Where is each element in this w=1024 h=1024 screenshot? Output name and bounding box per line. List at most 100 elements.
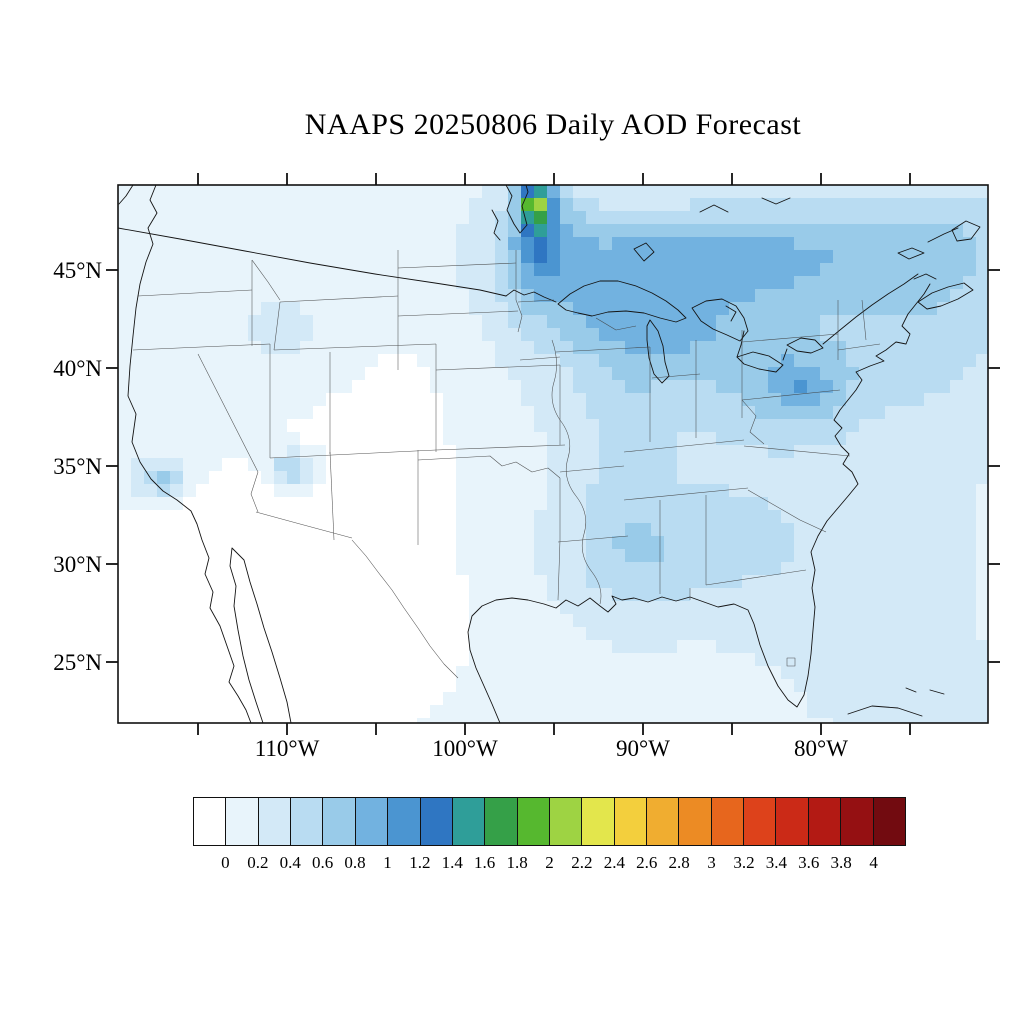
aod-cell bbox=[222, 224, 236, 238]
aod-cell bbox=[898, 549, 912, 563]
aod-cell bbox=[872, 289, 886, 303]
aod-cell bbox=[456, 653, 470, 667]
aod-cell bbox=[144, 341, 158, 355]
aod-cell bbox=[703, 367, 717, 381]
aod-cell bbox=[547, 432, 561, 446]
aod-cell bbox=[326, 393, 340, 407]
aod-cell bbox=[339, 614, 353, 628]
aod-cell bbox=[807, 263, 821, 277]
aod-cell bbox=[313, 666, 327, 680]
aod-cell bbox=[729, 666, 743, 680]
lake-michigan bbox=[646, 319, 670, 384]
aod-cell bbox=[313, 627, 327, 641]
aod-cell bbox=[209, 692, 223, 706]
aod-cell bbox=[638, 640, 652, 654]
aod-cell bbox=[742, 315, 756, 329]
aod-cell bbox=[118, 601, 132, 615]
aod-cell bbox=[235, 445, 249, 459]
aod-cell bbox=[170, 614, 184, 628]
aod-cell bbox=[898, 497, 912, 511]
aod-cell bbox=[248, 718, 262, 723]
aod-cell bbox=[508, 198, 522, 212]
aod-cell bbox=[222, 523, 236, 537]
aod-cell bbox=[859, 276, 873, 290]
aod-cell bbox=[872, 185, 886, 199]
aod-cell bbox=[144, 653, 158, 667]
aod-cell bbox=[456, 354, 470, 368]
aod-cell bbox=[547, 289, 561, 303]
aod-cell bbox=[339, 562, 353, 576]
aod-cell bbox=[274, 367, 288, 381]
aod-cell bbox=[300, 185, 314, 199]
aod-cell bbox=[729, 575, 743, 589]
aod-cell bbox=[469, 510, 483, 524]
aod-cell bbox=[560, 718, 574, 723]
aod-cell bbox=[716, 289, 730, 303]
aod-cell bbox=[170, 705, 184, 719]
aod-cell bbox=[131, 198, 145, 212]
aod-cell bbox=[469, 432, 483, 446]
aod-cell bbox=[118, 198, 132, 212]
colorbar bbox=[193, 797, 906, 846]
aod-cell bbox=[703, 198, 717, 212]
aod-cell bbox=[404, 419, 418, 433]
aod-cell bbox=[118, 354, 132, 368]
aod-cell bbox=[417, 198, 431, 212]
aod-cell bbox=[196, 549, 210, 563]
aod-cell bbox=[521, 380, 535, 394]
aod-cell bbox=[339, 510, 353, 524]
colorbar-cell bbox=[744, 798, 777, 845]
aod-cell bbox=[274, 250, 288, 264]
aod-cell bbox=[482, 640, 496, 654]
aod-cell bbox=[859, 718, 873, 723]
aod-cell bbox=[339, 289, 353, 303]
aod-cell bbox=[313, 276, 327, 290]
aod-cell bbox=[534, 705, 548, 719]
aod-cell bbox=[430, 289, 444, 303]
aod-cell bbox=[118, 406, 132, 420]
aod-cell bbox=[495, 289, 509, 303]
aod-cell bbox=[755, 575, 769, 589]
aod-cell bbox=[274, 497, 288, 511]
aod-cell bbox=[170, 601, 184, 615]
aod-cell bbox=[131, 250, 145, 264]
aod-cell bbox=[820, 406, 834, 420]
aod-cell bbox=[937, 510, 951, 524]
aod-cell bbox=[911, 575, 925, 589]
aod-cell bbox=[625, 640, 639, 654]
aod-cell bbox=[235, 679, 249, 693]
aod-cell bbox=[391, 224, 405, 238]
aod-cell bbox=[417, 484, 431, 498]
aod-cell bbox=[625, 523, 639, 537]
aod-cell bbox=[729, 601, 743, 615]
aod-cell bbox=[118, 484, 132, 498]
aod-cell bbox=[261, 653, 275, 667]
aod-cell bbox=[781, 458, 795, 472]
aod-cell bbox=[755, 458, 769, 472]
colorbar-cell bbox=[194, 798, 227, 845]
prince-edward-island bbox=[913, 273, 937, 280]
aod-cell bbox=[781, 185, 795, 199]
aod-cell bbox=[170, 328, 184, 342]
aod-cell bbox=[469, 653, 483, 667]
aod-cell bbox=[209, 380, 223, 394]
aod-cell bbox=[404, 185, 418, 199]
aod-cell bbox=[586, 705, 600, 719]
aod-cell bbox=[404, 497, 418, 511]
aod-cell bbox=[976, 224, 988, 238]
aod-cell bbox=[547, 640, 561, 654]
aod-cell bbox=[898, 341, 912, 355]
aod-cell bbox=[404, 705, 418, 719]
aod-cell bbox=[885, 471, 899, 485]
colorbar-cell bbox=[841, 798, 874, 845]
aod-cell bbox=[690, 718, 704, 723]
aod-cell bbox=[898, 562, 912, 576]
lake-manitoba bbox=[491, 209, 501, 241]
aod-cell bbox=[807, 380, 821, 394]
aod-cell bbox=[599, 640, 613, 654]
aod-cell bbox=[547, 406, 561, 420]
aod-cell bbox=[781, 653, 795, 667]
aod-cell bbox=[963, 185, 977, 199]
aod-cell bbox=[365, 510, 379, 524]
aod-cell bbox=[898, 302, 912, 316]
